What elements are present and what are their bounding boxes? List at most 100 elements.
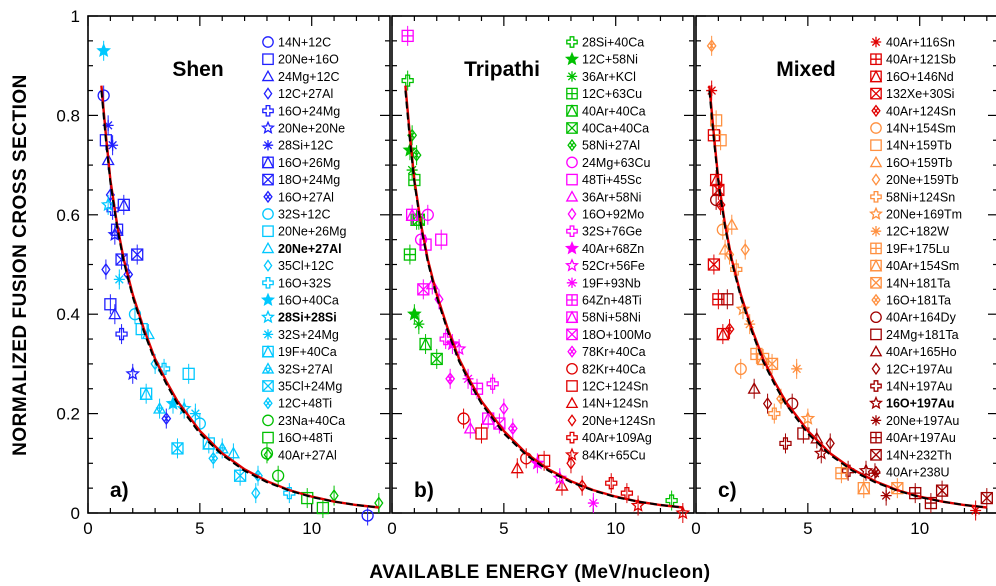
legend-entry: 16O+32S [278, 276, 331, 290]
legend-marker [261, 362, 275, 375]
data-point [825, 436, 835, 451]
legend-entry: 35Cl+24Mg [278, 380, 342, 394]
data-point [566, 456, 576, 470]
legend-entry: 64Zn+48Ti [582, 294, 642, 308]
legend-entry: 12C+48Ti [278, 397, 332, 411]
data-point [486, 377, 499, 390]
data-point [361, 509, 374, 522]
data-point [445, 372, 456, 386]
y-tick-label: 0.4 [56, 305, 80, 324]
legend-entry: 19F+93Nb [582, 276, 641, 290]
legend-entry: 14N+12C [278, 36, 331, 50]
legend-marker [565, 190, 579, 202]
legend-entry: 20Ne+16O [278, 53, 339, 67]
legend-entry: 58Ni+124Sn [886, 190, 955, 204]
legend-entry: 58Ni+58Ni [582, 311, 641, 325]
data-point [101, 262, 111, 277]
legend-marker [261, 69, 275, 82]
panel-tag: a) [110, 479, 129, 502]
data-point [233, 469, 247, 482]
data-point [108, 307, 122, 320]
data-point [405, 207, 419, 221]
y-axis-title: NORMALIZED FUSION CROSS SECTION [10, 74, 31, 456]
legend-entry: 40Ar+68Zn [582, 242, 644, 256]
y-tick-label: 0.2 [56, 405, 80, 424]
y-tick-label: 0.8 [56, 106, 80, 125]
y-tick-label: 0 [71, 504, 80, 523]
legend-entry: 28Si+12C [278, 139, 333, 153]
data-point [113, 273, 125, 285]
data-point [430, 352, 443, 366]
data-point [709, 114, 723, 127]
legend: 40Ar+116Sn 40Ar+121Sb 16O+146Nd 132Xe+30Si 4… [868, 36, 962, 480]
legend-entry: 18O+100Mo [582, 328, 651, 342]
legend-entry: 14N+124Sn [582, 397, 648, 411]
legend-marker [566, 294, 578, 306]
legend: 14N+12C 20Ne+16O 24Mg+12C 12C+27Al 16O+24Mg 2… [260, 36, 346, 462]
legend-entry: 19F+40Ca [278, 345, 337, 359]
legend-marker [566, 156, 578, 169]
panels-group: 0 5 10 0 0.2 0.4 0.6 0.8 1 Shen a) 14N+12C 20Ne+16O 2… [56, 7, 996, 538]
legend-entry: 36Ar+KCl [582, 70, 636, 84]
panel-title: Shen [172, 58, 223, 81]
data-point [251, 486, 261, 500]
legend-marker [870, 53, 882, 66]
data-point [419, 337, 433, 351]
legend-entry: 12C+197Au [886, 362, 952, 376]
legend-marker [871, 465, 881, 479]
data-point [161, 411, 172, 426]
legend-marker [262, 380, 274, 392]
legend-entry: 20Ne+20Ne [278, 122, 345, 136]
x-tick-label: 5 [499, 519, 508, 538]
x-tick-label: 5 [803, 519, 812, 538]
data-point [779, 437, 792, 450]
legend-entry: 24Mg+181Ta [886, 328, 959, 342]
data-point [171, 442, 184, 455]
legend-entry: 58Ni+27Al [582, 139, 640, 153]
legend-marker [260, 292, 276, 307]
data-point [800, 410, 816, 425]
data-point [924, 496, 938, 510]
legend-entry: 23Na+40Ca [278, 414, 345, 428]
data-point [189, 408, 201, 420]
legend-marker [870, 415, 882, 426]
legend-marker [262, 140, 274, 151]
data-point [301, 491, 314, 505]
data-point [403, 248, 417, 261]
data-point [735, 301, 751, 316]
legend-entry: 12C+63Cu [582, 87, 642, 101]
legend-entry: 32S+12C [278, 208, 330, 222]
x-tick-label: 10 [910, 519, 929, 538]
legend-marker [262, 53, 274, 66]
x-tick-label: 10 [302, 519, 321, 538]
data-point [435, 233, 448, 246]
data-point [555, 478, 569, 491]
data-point [724, 322, 735, 336]
data-point [139, 386, 153, 400]
legend-entry: 14N+154Sm [886, 122, 956, 136]
legend-entry: 84Kr+65Cu [582, 448, 646, 462]
x-tick-label: 0 [387, 519, 396, 538]
data-point [507, 421, 518, 436]
data-point [587, 497, 599, 509]
legend-entry: 32S+24Mg [278, 328, 339, 342]
legend-marker [869, 345, 883, 357]
legend-entry: 40Ar+40Ca [582, 104, 646, 118]
legend-entry: 78Kr+40Ca [582, 345, 646, 359]
data-point [706, 39, 717, 53]
data-point [115, 327, 128, 341]
legend-marker [869, 69, 883, 83]
legend-entry: 16O+197Au [886, 397, 954, 411]
legend-marker [870, 448, 882, 461]
legend-marker [870, 276, 882, 289]
panel-frame [87, 15, 391, 514]
legend-marker [871, 293, 881, 307]
legend-entry: 19F+175Lu [886, 242, 950, 256]
legend-entry: 20Ne+124Sn [582, 414, 655, 428]
legend-marker [567, 345, 577, 358]
y-tick-label: 0.6 [56, 206, 80, 225]
legend-entry: 40Ar+116Sn [886, 36, 955, 50]
data-point [880, 490, 892, 502]
data-point [716, 327, 730, 341]
fit-curve-dashed [100, 90, 379, 509]
